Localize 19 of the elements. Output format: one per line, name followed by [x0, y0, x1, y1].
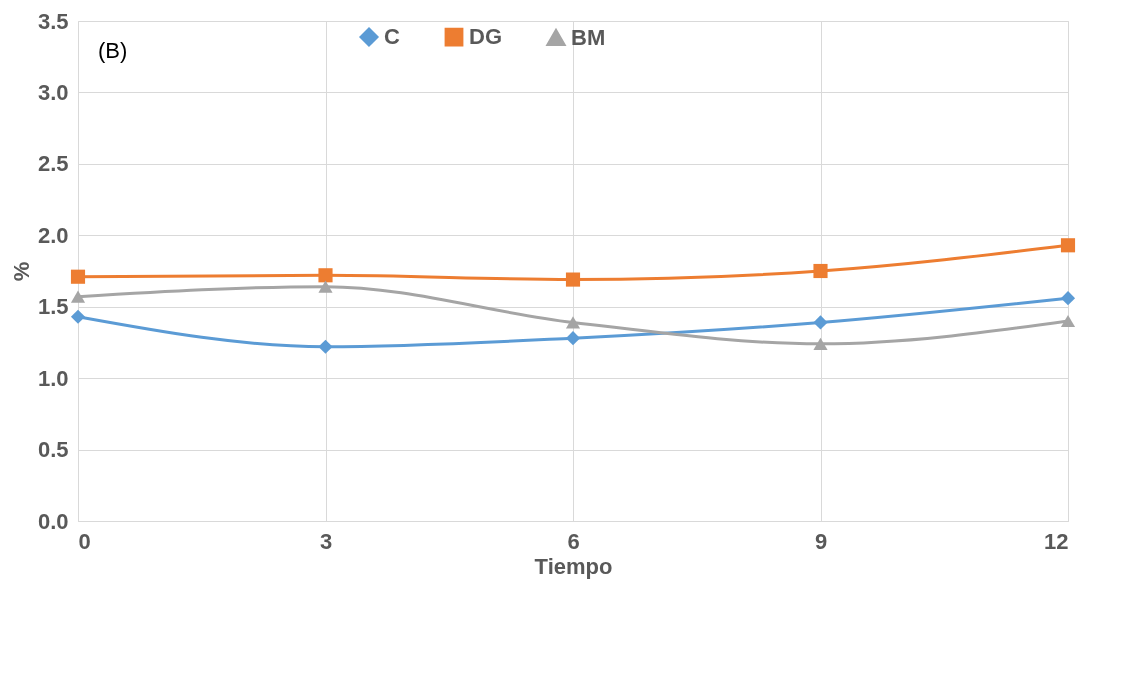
y-tick-label: 2.5 [37, 151, 69, 177]
x-tick-label: 12 [1044, 528, 1069, 554]
legend-label: DG [469, 24, 502, 50]
x-axis-title: Tiempo [534, 553, 613, 579]
x-tick-label: 9 [814, 528, 828, 554]
x-tick-label: 6 [567, 528, 580, 554]
y-tick-label: 3.0 [37, 79, 69, 105]
x-tick-label: 0 [78, 528, 91, 554]
legend-label: BM [571, 24, 606, 50]
y-tick-label: 0.0 [37, 508, 69, 534]
y-tick-label: 1.0 [37, 365, 69, 391]
y-axis-title: % [8, 261, 34, 282]
annotation: (B) [98, 38, 128, 63]
y-tick-label: 3.5 [37, 8, 69, 34]
x-tick-label: 3 [319, 528, 333, 554]
y-tick-label: 2.0 [37, 222, 69, 248]
y-tick-label: 0.5 [37, 437, 69, 463]
y-tick-label: 1.5 [37, 294, 69, 320]
legend-label: C [384, 24, 400, 50]
